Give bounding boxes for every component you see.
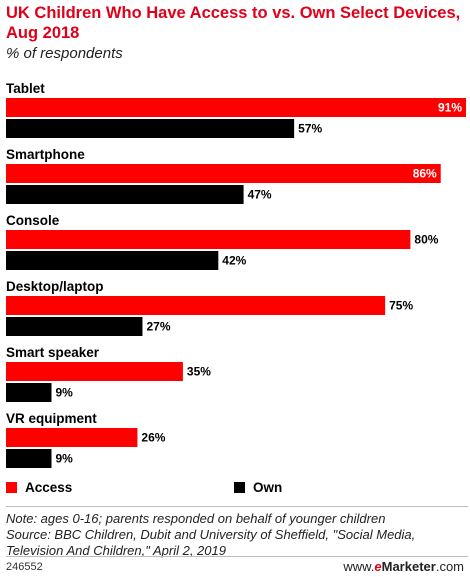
category-label-console: Console [6, 213, 60, 228]
bar-own-desktop-laptop [6, 317, 143, 336]
category-label-tablet: Tablet [6, 81, 45, 96]
category-label-desktop-laptop: Desktop/laptop [6, 279, 104, 294]
bar-own-tablet [6, 119, 295, 138]
value-label-access-console: 80% [414, 233, 438, 247]
bar-own-smart-speaker [6, 383, 52, 402]
bar-own-vr-equipment [6, 449, 52, 468]
value-label-access-desktop-laptop: 75% [389, 299, 413, 313]
legend: Access Own [6, 480, 466, 500]
value-label-own-tablet: 57% [298, 122, 322, 136]
legend-label-own: Own [253, 480, 283, 495]
legend-label-access: Access [25, 480, 73, 495]
value-label-own-smartphone: 47% [248, 188, 272, 202]
bar-access-tablet [6, 98, 466, 117]
bar-own-smartphone [6, 185, 244, 204]
bar-access-vr-equipment [6, 428, 138, 447]
category-label-smart-speaker: Smart speaker [6, 345, 100, 360]
value-label-access-smart-speaker: 35% [187, 365, 211, 379]
chart-subtitle: % of respondents [6, 45, 123, 62]
category-label-vr-equipment: VR equipment [6, 411, 97, 426]
value-label-access-vr-equipment: 26% [141, 431, 165, 445]
note-text: Note: ages 0-16; parents responded on be… [6, 511, 386, 526]
bar-chart: Tablet 91% 57% Smartphone 86% 47% Console 80% 42… [6, 81, 466, 468]
chart-id: 246552 [6, 561, 43, 573]
footer-divider [6, 556, 468, 557]
legend-item-access: Access [6, 480, 72, 495]
bar-access-desktop-laptop [6, 296, 386, 315]
value-label-own-smart-speaker: 9% [55, 386, 73, 400]
divider [6, 506, 468, 507]
value-label-access-tablet: 91% [438, 101, 462, 115]
value-label-own-console: 42% [222, 254, 246, 268]
legend-swatch-own [234, 482, 245, 493]
brand-logo[interactable]: www.eMarketer.com [343, 559, 464, 574]
source-text: Source: BBC Children, Dubit and Universi… [6, 527, 416, 558]
brand-e-mark: e [374, 559, 382, 574]
value-label-own-vr-equipment: 9% [55, 452, 73, 466]
chart-title: UK Children Who Have Access to vs. Own S… [6, 4, 461, 42]
brand-url-suffix: .com [435, 559, 464, 574]
bar-access-console [6, 230, 411, 249]
value-label-access-smartphone: 86% [413, 167, 437, 181]
brand-url-prefix: www. [343, 559, 375, 574]
bar-access-smartphone [6, 164, 441, 183]
bar-own-console [6, 251, 219, 270]
brand-name: Marketer [381, 559, 436, 574]
bar-access-smart-speaker [6, 362, 183, 381]
footnote: Note: ages 0-16; parents responded on be… [6, 511, 468, 559]
category-label-smartphone: Smartphone [6, 147, 85, 162]
legend-swatch-access [6, 482, 17, 493]
legend-item-own: Own [234, 480, 282, 495]
value-label-own-desktop-laptop: 27% [146, 320, 170, 334]
